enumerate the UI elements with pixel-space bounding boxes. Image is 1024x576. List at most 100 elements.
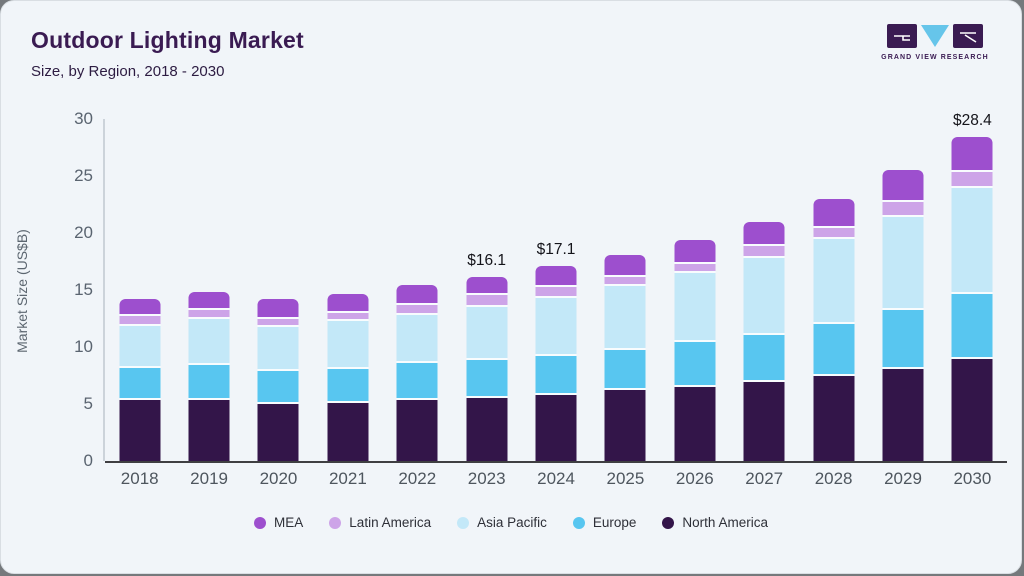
x-tick-label-2028: 2028 <box>814 469 853 488</box>
segment-north-america <box>188 397 230 461</box>
stacked-bar-2021 <box>327 294 369 461</box>
y-axis-ticks: 0 5 10 15 20 25 30 <box>57 109 93 470</box>
bar-slot-2021 <box>313 119 382 461</box>
x-tick-label-2024: 2024 <box>537 469 575 488</box>
bar-slot-2028 <box>799 119 868 461</box>
segment-latin-america <box>327 311 369 320</box>
segment-mea <box>951 137 993 171</box>
segment-latin-america <box>396 303 438 313</box>
stacked-bar-2026 <box>674 239 716 461</box>
bar-slot-2022 <box>383 119 452 461</box>
legend-swatch-icon <box>662 516 675 529</box>
segment-asia-pacific <box>813 236 855 322</box>
segment-north-america <box>743 380 785 461</box>
segment-asia-pacific <box>604 284 646 349</box>
segment-mea <box>466 277 508 294</box>
bar-slot-2026 <box>660 119 729 461</box>
segment-europe <box>188 362 230 398</box>
value-label-2023: $16.1 <box>467 252 507 270</box>
stacked-bar-2028 <box>813 198 855 461</box>
segment-north-america <box>674 384 716 461</box>
legend-label: North America <box>682 515 768 530</box>
segment-europe <box>951 292 993 358</box>
bar-slot-2030: $28.4 <box>938 112 1007 461</box>
segment-latin-america <box>535 285 577 296</box>
segment-asia-pacific <box>466 305 508 359</box>
segment-north-america <box>813 374 855 461</box>
segment-latin-america <box>674 261 716 271</box>
legend-item-latin-america: Latin America <box>329 515 431 530</box>
logo-g-icon <box>887 24 917 48</box>
segment-europe <box>743 332 785 381</box>
gvr-logo: GRAND VIEW RESEARCH <box>877 23 993 61</box>
segment-latin-america <box>882 199 924 215</box>
segment-mea <box>327 294 369 312</box>
x-tick-label-2020: 2020 <box>259 469 298 488</box>
segment-latin-america <box>188 308 230 318</box>
segment-mea <box>535 266 577 286</box>
legend-label: Europe <box>592 515 637 530</box>
logo-v-triangle-icon <box>921 25 949 47</box>
value-label-2030: $28.4 <box>952 112 992 130</box>
chart-header: Outdoor Lighting Market Size, by Region,… <box>31 27 304 80</box>
stacked-bar-2022 <box>396 284 438 461</box>
y-tick-label: 20 <box>74 223 93 242</box>
legend-swatch-icon <box>254 516 267 529</box>
segment-north-america <box>951 357 993 461</box>
segment-asia-pacific <box>535 295 577 354</box>
segment-mea <box>188 291 230 309</box>
y-tick-label: 30 <box>74 109 93 128</box>
segment-north-america <box>327 400 369 461</box>
segment-latin-america <box>743 243 785 256</box>
legend-label: Asia Pacific <box>477 515 547 530</box>
segment-europe <box>535 353 577 393</box>
segment-latin-america <box>119 313 161 324</box>
segment-europe <box>674 340 716 385</box>
segment-europe <box>604 348 646 389</box>
stacked-bar-2019 <box>188 291 230 461</box>
stacked-bar-2030 <box>951 137 993 461</box>
segment-europe <box>257 368 299 402</box>
segment-asia-pacific <box>396 312 438 361</box>
segment-latin-america <box>813 226 855 237</box>
segment-latin-america <box>466 293 508 306</box>
segment-mea <box>882 170 924 200</box>
y-tick-label: 0 <box>83 451 93 470</box>
x-tick-label-2021: 2021 <box>328 469 367 488</box>
value-label-2024: $17.1 <box>536 241 576 259</box>
segment-europe <box>396 360 438 399</box>
bar-slot-2025 <box>591 119 660 461</box>
logo-text: GRAND VIEW RESEARCH <box>881 54 989 61</box>
y-axis-title: Market Size (US$B) <box>14 229 30 353</box>
legend-item-mea: MEA <box>254 515 303 530</box>
legend-label: MEA <box>274 515 304 530</box>
segment-north-america <box>119 398 161 461</box>
segment-latin-america <box>257 316 299 325</box>
segment-asia-pacific <box>188 317 230 363</box>
segment-europe <box>813 321 855 375</box>
segment-mea <box>119 299 161 314</box>
segment-north-america <box>604 388 646 461</box>
segment-north-america <box>466 396 508 461</box>
stacked-bar-2025 <box>604 254 646 461</box>
stacked-bar-2023 <box>466 277 508 461</box>
stacked-bar-2027 <box>743 221 785 461</box>
segment-north-america <box>396 398 438 461</box>
logo-r-icon <box>953 24 983 48</box>
segment-asia-pacific <box>743 255 785 333</box>
segment-europe <box>466 358 508 396</box>
legend-swatch-icon <box>457 516 470 529</box>
x-tick-label-2022: 2022 <box>398 469 437 488</box>
stacked-bar-2024 <box>535 266 577 461</box>
gvr-logo-marks <box>877 23 993 49</box>
x-tick-label-2018: 2018 <box>120 469 159 488</box>
segment-mea <box>396 284 438 304</box>
segment-asia-pacific <box>327 319 369 367</box>
segment-asia-pacific <box>119 323 161 367</box>
bar-slot-2023: $16.1 <box>452 119 521 461</box>
x-axis-labels: 2018 2019 2020 2021 2022 2023 2024 2025 2026 2027… <box>105 469 1007 489</box>
page-subtitle: Size, by Region, 2018 - 2030 <box>31 63 225 80</box>
legend-item-asia-pacific: Asia Pacific <box>457 515 547 530</box>
legend-label: Latin America <box>349 515 432 530</box>
